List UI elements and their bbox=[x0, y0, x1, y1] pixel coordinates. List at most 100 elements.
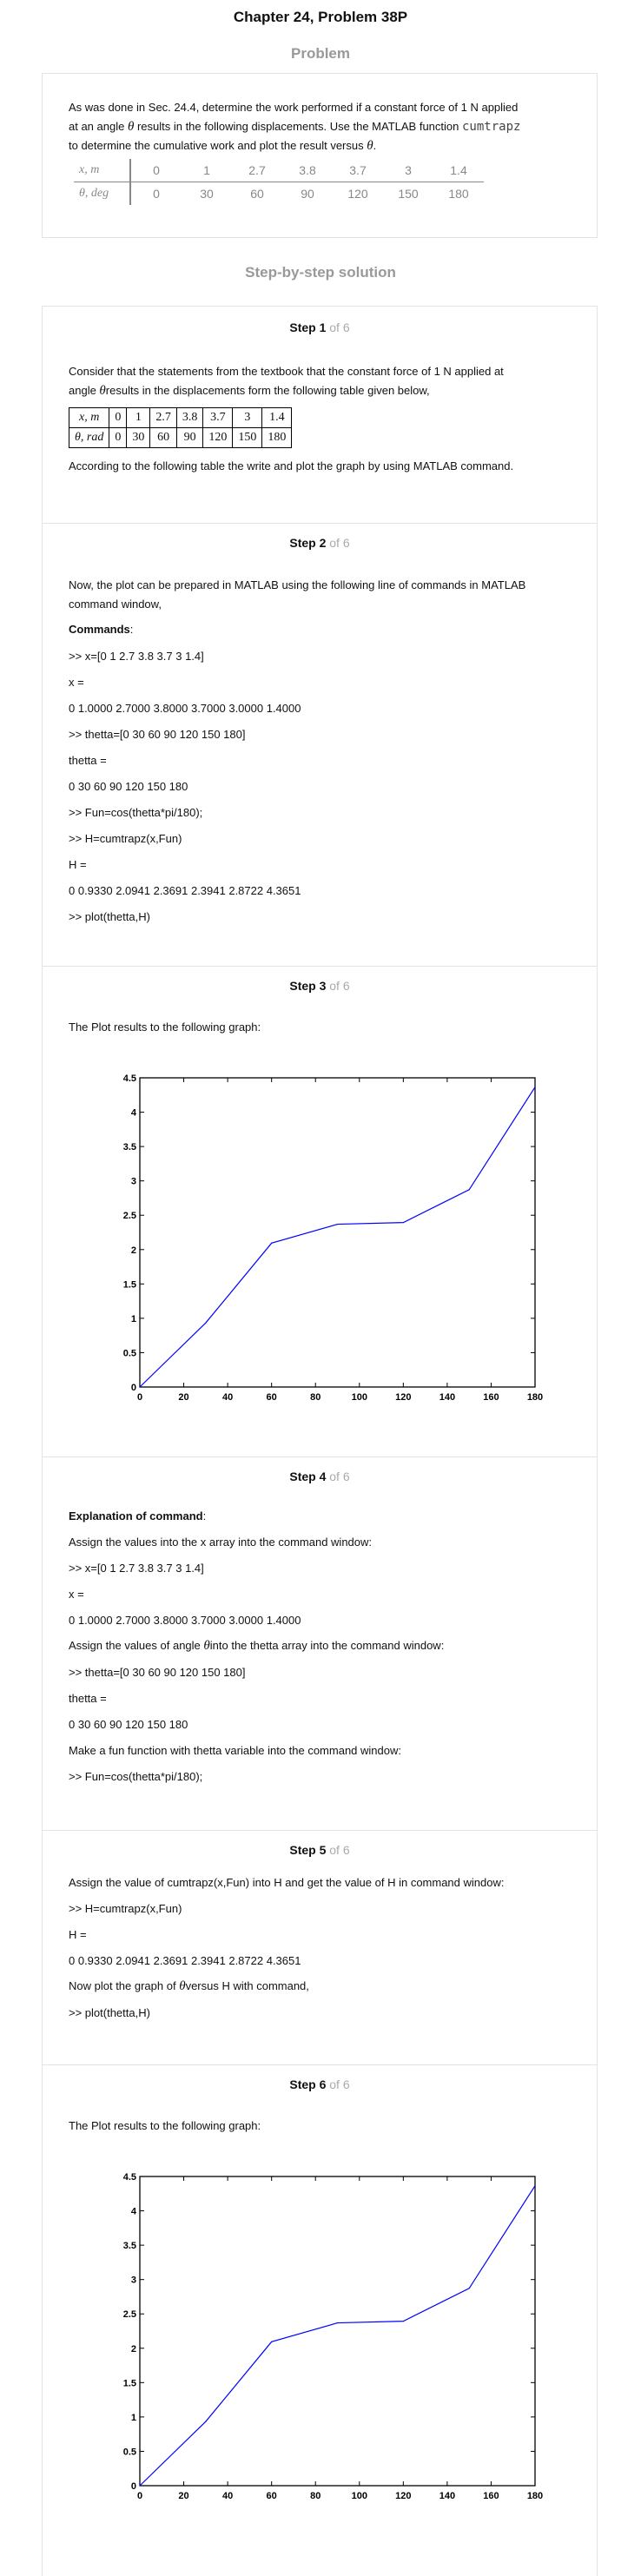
x-tick-label: 40 bbox=[222, 1392, 233, 1403]
y-tick-label: 3 bbox=[131, 2275, 136, 2286]
step-text: The Plot results to the following graph: bbox=[69, 2119, 261, 2132]
step-text: Now, the plot can be prepared in MATLAB … bbox=[69, 578, 526, 611]
step-text: Now plot the graph of θversus H with com… bbox=[69, 1979, 309, 1993]
problem-statement: As was done in Sec. 24.4, determine the … bbox=[69, 101, 521, 153]
y-tick-label: 4.5 bbox=[123, 1073, 136, 1084]
y-tick-label: 0.5 bbox=[123, 2447, 136, 2457]
problem-heading: Problem bbox=[290, 45, 351, 62]
x-tick-label: 160 bbox=[483, 1392, 499, 1403]
chart-svg: 0 20 40 60 80 100 120 140 160 180 0 0.5 1 1.5 2 2.5 3 3.5… bbox=[123, 2172, 543, 2501]
step-title: Step 3 of 6 bbox=[289, 979, 350, 993]
x-tick-label: 60 bbox=[267, 1392, 277, 1403]
step-text: Assign the values into the x array into … bbox=[69, 1536, 373, 1549]
data-point bbox=[139, 2485, 141, 2487]
y-tick-label: 4 bbox=[131, 2207, 137, 2217]
x-tick-label: 80 bbox=[310, 1392, 320, 1403]
x-tick-label: 180 bbox=[527, 2491, 543, 2501]
theta-symbol: θ bbox=[179, 1979, 186, 1993]
step-text: Make a fun function with thetta variable… bbox=[69, 1744, 401, 1757]
step-title: Step 4 of 6 bbox=[289, 1470, 350, 1483]
x-tick-label: 20 bbox=[178, 1392, 188, 1403]
y-tick-label: 2.5 bbox=[123, 1211, 136, 1221]
command-line: >> plot(thetta,H) bbox=[69, 910, 150, 923]
x-tick-label: 40 bbox=[222, 2491, 233, 2501]
plot-frame bbox=[139, 2176, 536, 2487]
command-line: x = bbox=[69, 1588, 84, 1601]
command-line: >> x=[0 1 2.7 3.8 3.7 3 1.4] bbox=[69, 650, 204, 663]
step-title: Step 2 of 6 bbox=[289, 536, 350, 550]
theta-symbol: θ bbox=[127, 120, 135, 134]
step-title: Step 1 of 6 bbox=[289, 320, 350, 334]
x-tick-label: 0 bbox=[137, 1392, 142, 1403]
data-point bbox=[468, 1189, 470, 1191]
step-6: Step 6 of 6 The Plot results to the foll… bbox=[42, 2064, 598, 2576]
step-1: Step 1 of 6 Consider that the statements… bbox=[42, 306, 598, 523]
function-name: cumtrapz bbox=[462, 120, 521, 134]
command-line: >> plot(thetta,H) bbox=[69, 2006, 150, 2019]
command-line: >> H=cumtrapz(x,Fun) bbox=[69, 1902, 182, 1915]
theta-symbol: θ bbox=[367, 139, 373, 153]
command-line: 0 1.0000 2.7000 3.8000 3.7000 3.0000 1.4… bbox=[69, 702, 301, 715]
x-tick-label: 180 bbox=[527, 1392, 543, 1403]
x-tick-label: 100 bbox=[352, 2491, 367, 2501]
command-line: >> Fun=cos(thetta*pi/180); bbox=[69, 806, 203, 819]
chart-svg: 0 20 40 60 80 100 120 140 160 180 0 0.5 1 1.5 2 2.5 3 3.5… bbox=[123, 1073, 543, 1403]
command-line: x = bbox=[69, 676, 84, 689]
data-point bbox=[205, 1322, 207, 1324]
step-text: Assign the values of angle θinto the the… bbox=[69, 1639, 445, 1653]
y-tick-label: 4.5 bbox=[123, 2172, 136, 2183]
command-line: >> Fun=cos(thetta*pi/180); bbox=[69, 1770, 203, 1783]
command-line: >> thetta=[0 30 60 90 120 150 180] bbox=[69, 1666, 246, 1679]
theta-symbol: θ bbox=[203, 1639, 210, 1653]
step-text: The Plot results to the following graph: bbox=[69, 1020, 261, 1034]
data-point bbox=[139, 1386, 141, 1388]
command-line: >> x=[0 1 2.7 3.8 3.7 3 1.4] bbox=[69, 1562, 204, 1575]
command-line: H = bbox=[69, 858, 87, 871]
theta-symbol: θ bbox=[99, 384, 106, 398]
step-3: Step 3 of 6 The Plot results to the foll… bbox=[42, 966, 598, 1456]
table-row-label: θ, deg bbox=[74, 182, 131, 205]
page-title: Chapter 24, Problem 38P bbox=[233, 9, 408, 25]
y-tick-label: 4 bbox=[131, 1108, 137, 1119]
table-row-label: x, m bbox=[74, 159, 131, 182]
step-text: Consider that the statements from the te… bbox=[69, 365, 504, 398]
data-point bbox=[336, 2322, 339, 2324]
problem-box: As was done in Sec. 24.4, determine the … bbox=[42, 73, 598, 238]
x-tick-label: 120 bbox=[395, 1392, 411, 1403]
x-tick-label: 120 bbox=[395, 2491, 411, 2501]
x-tick-label: 0 bbox=[137, 2491, 142, 2501]
data-point bbox=[402, 1222, 404, 1224]
step-text: According to the following table the wri… bbox=[69, 459, 514, 472]
command-line: thetta = bbox=[69, 1692, 107, 1705]
explanation-label: Explanation of command: bbox=[69, 1509, 207, 1522]
command-line: 0 30 60 90 120 150 180 bbox=[69, 1718, 188, 1731]
y-tick-label: 3.5 bbox=[123, 1142, 136, 1153]
command-line: 0 1.0000 2.7000 3.8000 3.7000 3.0000 1.4… bbox=[69, 1614, 301, 1627]
x-tick-label: 20 bbox=[178, 2491, 188, 2501]
command-line: >> thetta=[0 30 60 90 120 150 180] bbox=[69, 728, 246, 741]
step-text: Assign the value of cumtrapz(x,Fun) into… bbox=[69, 1876, 505, 1889]
step-title: Step 5 of 6 bbox=[289, 1843, 350, 1857]
plot-chart: 0 20 40 60 80 100 120 140 160 180 0 0.5 1 1.5 2 2.5 3 3.5… bbox=[77, 1062, 564, 1431]
y-tick-label: 0.5 bbox=[123, 1348, 136, 1358]
y-tick-label: 1 bbox=[131, 1314, 136, 1324]
data-point bbox=[205, 2421, 207, 2422]
data-point bbox=[271, 1242, 273, 1244]
y-tick-label: 2 bbox=[131, 1245, 136, 1256]
step-title: Step 6 of 6 bbox=[289, 2077, 350, 2091]
data-point bbox=[336, 1223, 339, 1225]
problem-table: x, m 0 1 2.7 3.8 3.7 3 1.4 θ, deg 0 30 6… bbox=[74, 159, 484, 205]
commands-label: Commands: bbox=[69, 623, 134, 636]
y-tick-label: 0 bbox=[131, 2481, 136, 2492]
y-tick-label: 2 bbox=[131, 2344, 136, 2355]
x-tick-label: 100 bbox=[352, 1392, 367, 1403]
command-line: >> H=cumtrapz(x,Fun) bbox=[69, 832, 182, 845]
data-point bbox=[402, 2321, 404, 2322]
step-2: Step 2 of 6 Now, the plot can be prepare… bbox=[42, 523, 598, 966]
data-point bbox=[534, 2185, 536, 2187]
command-line: thetta = bbox=[69, 754, 107, 767]
y-tick-label: 1.5 bbox=[123, 2378, 136, 2388]
y-tick-label: 2.5 bbox=[123, 2309, 136, 2320]
plot-chart: 0 20 40 60 80 100 120 140 160 180 0 0.5 1 1.5 2 2.5 3 3.5… bbox=[77, 2161, 564, 2530]
solution-heading: Step-by-step solution bbox=[245, 264, 396, 281]
